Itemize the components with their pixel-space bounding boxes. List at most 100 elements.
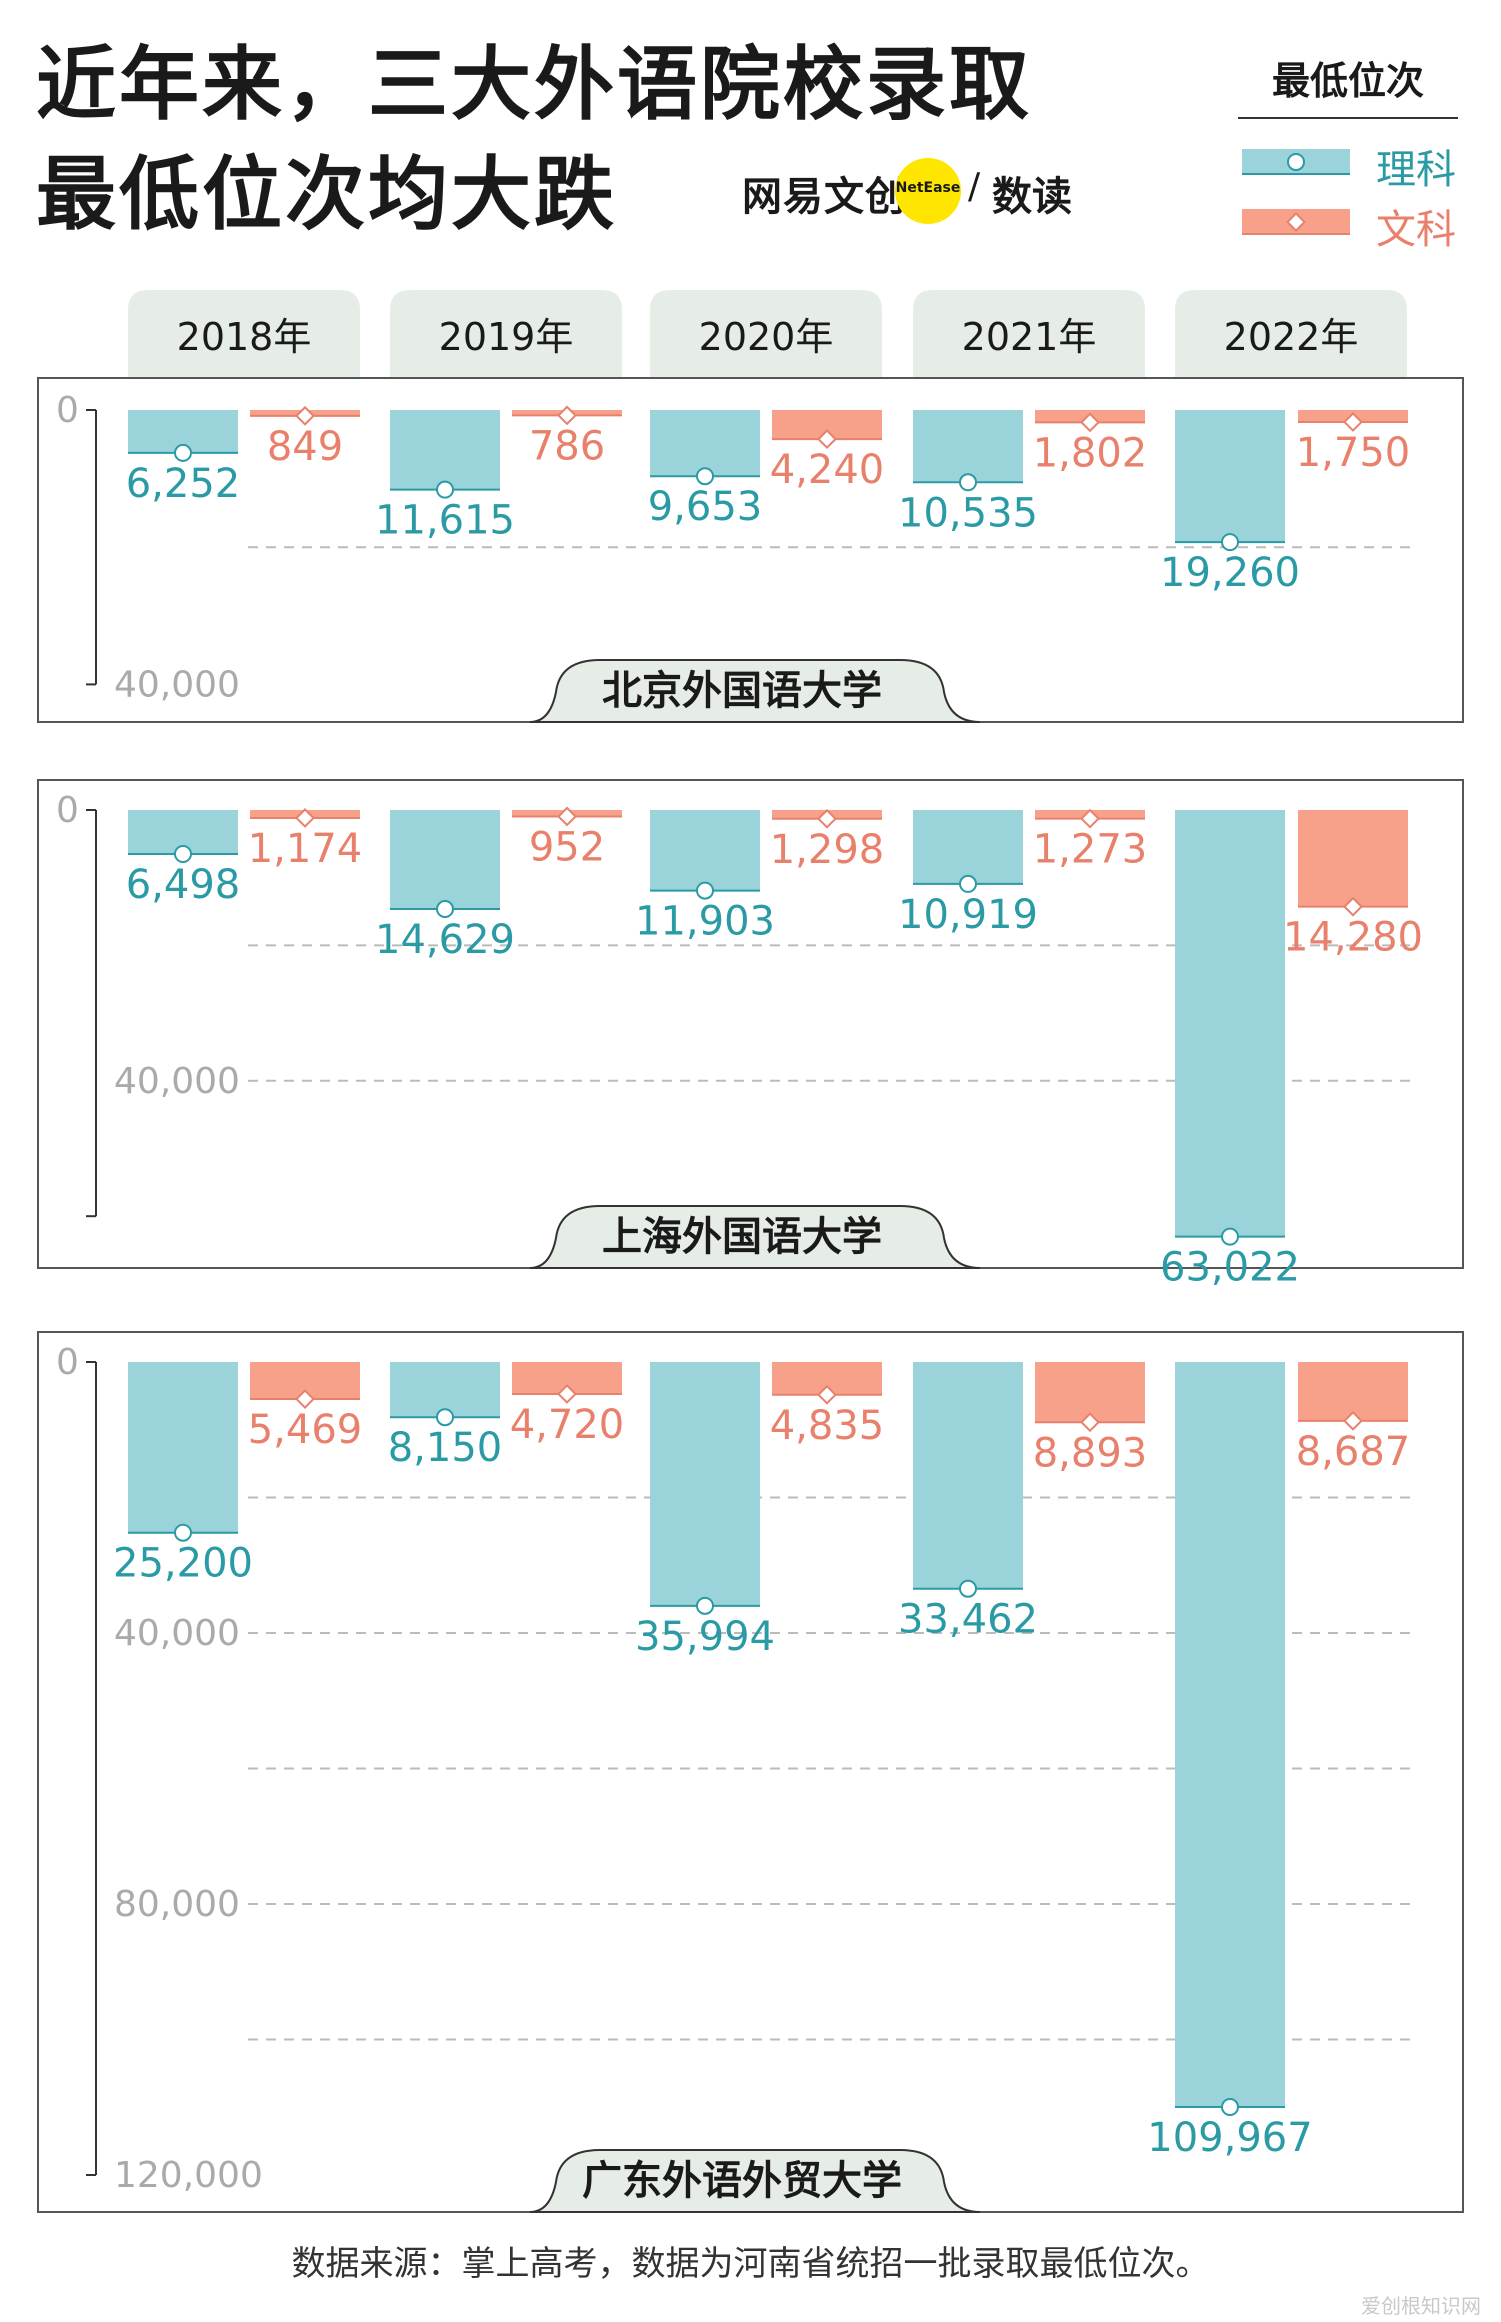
data-label-science: 14,629 xyxy=(375,917,515,963)
marker-science xyxy=(174,443,192,462)
y-tick-label: 80,000 xyxy=(114,1884,240,1925)
panel: 0 40,000 6,252 11,615 9,653 10,535 19,260 849 78… xyxy=(37,377,1464,723)
marker-science xyxy=(959,473,977,492)
legend-item-science: 理科 xyxy=(1238,131,1458,193)
data-label-arts: 1,298 xyxy=(770,827,885,873)
brand-name-left: 网易文创 xyxy=(742,174,906,220)
bar-science xyxy=(650,810,760,891)
year-tab-label: 2021年 xyxy=(962,315,1097,359)
y-tick-label: 40,000 xyxy=(114,1061,240,1102)
data-label-science: 109,967 xyxy=(1147,2115,1312,2161)
marker-science xyxy=(436,480,454,499)
bar-science xyxy=(390,1362,500,1418)
bar-science xyxy=(913,810,1023,884)
legend-label-arts: 文科 xyxy=(1376,207,1456,253)
bar-science xyxy=(650,410,760,477)
bar-arts xyxy=(1298,810,1408,907)
data-label-arts: 1,174 xyxy=(248,826,363,872)
marker-arts xyxy=(295,405,315,426)
title-line-2: 最低位次均大跌 xyxy=(36,148,617,241)
data-label-arts: 1,273 xyxy=(1033,827,1148,873)
marker-science xyxy=(436,1408,454,1427)
data-label-arts: 4,835 xyxy=(770,1403,885,1449)
data-label-science: 11,903 xyxy=(635,899,775,945)
marker-arts xyxy=(1343,896,1363,917)
year-tab-label: 2019年 xyxy=(439,315,574,359)
year-tab xyxy=(913,290,1145,378)
bar-science xyxy=(913,410,1023,483)
data-label-science: 6,252 xyxy=(126,461,241,507)
legend-item-arts: 文科 xyxy=(1238,191,1458,253)
marker-arts xyxy=(295,808,315,828)
y-tick-label: 120,000 xyxy=(114,2155,263,2196)
data-label-science: 11,615 xyxy=(375,498,515,544)
marker-arts xyxy=(557,1384,577,1404)
data-label-science: 25,200 xyxy=(113,1541,253,1587)
data-label-science: 19,260 xyxy=(1160,550,1300,596)
year-tab-label: 2018年 xyxy=(177,315,312,359)
panel-name: 广东外语外贸大学 xyxy=(582,2158,902,2204)
marker-science xyxy=(1221,533,1239,552)
marker-arts xyxy=(295,1389,315,1409)
panel-name: 上海外国语大学 xyxy=(602,1214,882,1260)
marker-science xyxy=(696,1596,714,1615)
bar-science xyxy=(913,1362,1023,1589)
data-label-science: 6,498 xyxy=(126,862,241,908)
brand-logo: 网易文创 NetEase / 数读 xyxy=(742,158,1082,224)
bar-science xyxy=(650,1362,760,1606)
marker-science xyxy=(1221,1227,1239,1246)
netease-logo-text: NetEase xyxy=(895,180,961,196)
data-label-arts: 786 xyxy=(529,423,605,469)
panel: 0 40,000 6,498 14,629 11,903 10,919 63,022 1,17… xyxy=(37,779,1464,1291)
y-tick-label: 40,000 xyxy=(114,664,240,705)
y-tick-label: 0 xyxy=(56,1342,79,1383)
year-tab xyxy=(1175,290,1407,378)
data-label-science: 33,462 xyxy=(898,1597,1038,1643)
legend-swatch-arts-icon xyxy=(1242,209,1350,235)
year-tab xyxy=(390,290,622,378)
panel-name-tab xyxy=(529,659,981,723)
legend-label-science: 理科 xyxy=(1376,147,1456,193)
panel-name: 北京外国语大学 xyxy=(602,668,882,714)
panel-name-tab xyxy=(529,2149,981,2213)
data-label-arts: 4,240 xyxy=(770,447,885,493)
marker-arts xyxy=(1080,808,1100,829)
bar-arts xyxy=(1035,1362,1145,1423)
marker-arts xyxy=(817,429,837,449)
data-label-science: 35,994 xyxy=(635,1614,775,1660)
marker-science xyxy=(696,467,714,486)
panel-name-tab xyxy=(529,1205,981,1269)
bar-science xyxy=(390,410,500,490)
marker-arts xyxy=(1343,1410,1363,1431)
marker-arts xyxy=(557,405,577,426)
brand-name-right: 数读 xyxy=(992,174,1072,220)
marker-arts xyxy=(557,806,577,827)
page-title: 近年来，三大外语院校录取 最低位次均大跌 xyxy=(36,30,1032,250)
bar-science xyxy=(1175,410,1285,543)
data-label-science: 8,150 xyxy=(388,1425,503,1471)
data-label-arts: 8,687 xyxy=(1296,1429,1411,1475)
data-label-science: 10,919 xyxy=(898,892,1038,938)
marker-science xyxy=(1221,2098,1239,2117)
marker-science xyxy=(959,874,977,893)
bar-science xyxy=(1175,1362,1285,2108)
data-label-arts: 14,280 xyxy=(1283,915,1423,961)
data-label-arts: 1,750 xyxy=(1296,430,1411,476)
marker-arts xyxy=(817,1384,837,1405)
brand-slash: / xyxy=(968,166,981,207)
marker-science xyxy=(436,900,454,919)
marker-science xyxy=(174,1523,192,1542)
data-label-science: 10,535 xyxy=(898,490,1038,536)
data-label-arts: 1,802 xyxy=(1033,430,1148,476)
year-tab-label: 2022年 xyxy=(1224,315,1359,359)
marker-arts xyxy=(1080,1412,1100,1433)
year-tab xyxy=(128,290,360,378)
year-tab xyxy=(650,290,882,378)
data-label-science: 9,653 xyxy=(648,484,763,530)
legend-title: 最低位次 xyxy=(1238,50,1458,119)
data-label-arts: 849 xyxy=(267,424,343,470)
panel: 0 40,000 80,000 120,000 25,200 8,150 35,994 33,… xyxy=(37,1331,1464,2213)
data-label-arts: 5,469 xyxy=(248,1407,363,1453)
title-line-1: 近年来，三大外语院校录取 xyxy=(36,38,1032,131)
data-label-arts: 8,893 xyxy=(1033,1430,1148,1476)
